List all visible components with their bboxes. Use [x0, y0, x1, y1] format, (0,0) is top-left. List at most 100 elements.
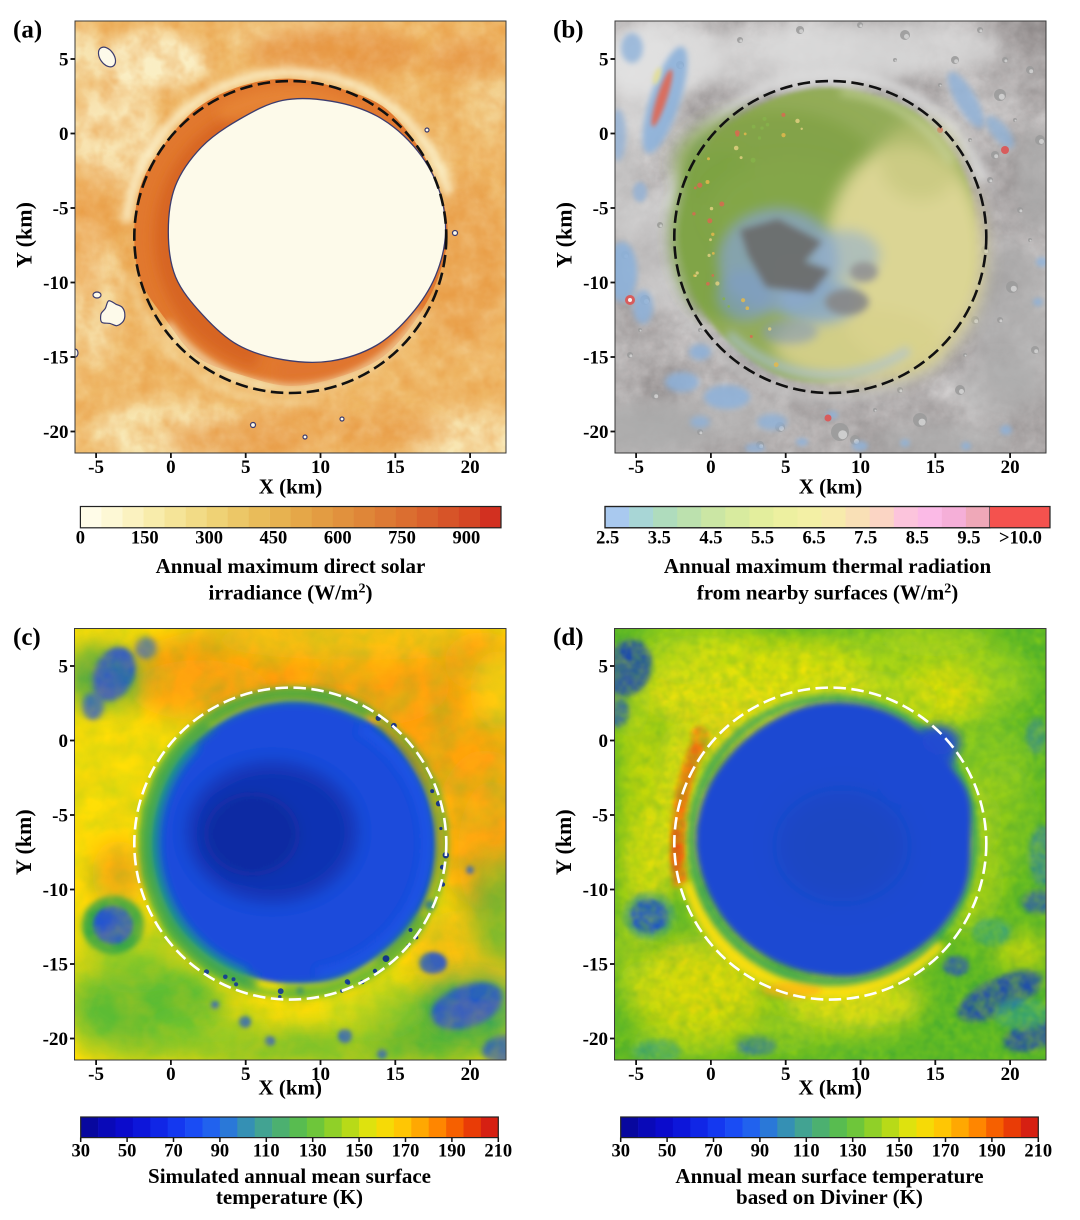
svg-text:Y (km): Y (km)	[11, 809, 36, 875]
svg-text:30: 30	[611, 1142, 630, 1162]
svg-text:X (km): X (km)	[798, 1076, 862, 1100]
svg-text:10: 10	[851, 1064, 870, 1085]
svg-text:-15: -15	[583, 348, 608, 369]
svg-text:900: 900	[453, 529, 481, 549]
svg-text:(d): (d)	[553, 624, 584, 651]
svg-text:170: 170	[392, 1142, 420, 1162]
svg-text:210: 210	[484, 1142, 512, 1162]
svg-text:150: 150	[345, 1142, 373, 1162]
svg-text:20: 20	[461, 457, 480, 478]
svg-text:-5: -5	[88, 1064, 104, 1085]
svg-text:0: 0	[166, 1064, 176, 1085]
svg-text:(a): (a)	[13, 17, 42, 44]
svg-text:5: 5	[241, 1064, 251, 1085]
svg-text:190: 190	[978, 1142, 1006, 1162]
svg-text:-20: -20	[583, 1029, 608, 1050]
svg-text:Y (km): Y (km)	[11, 202, 36, 268]
svg-text:0: 0	[706, 457, 716, 478]
svg-text:0: 0	[59, 731, 69, 752]
svg-text:9.5: 9.5	[957, 529, 980, 549]
svg-text:Y (km): Y (km)	[551, 202, 576, 268]
svg-text:5: 5	[599, 657, 609, 678]
svg-text:450: 450	[260, 529, 288, 549]
svg-text:0: 0	[706, 1064, 716, 1085]
svg-text:300: 300	[195, 529, 223, 549]
svg-text:3.5: 3.5	[648, 529, 671, 549]
svg-text:150: 150	[131, 529, 159, 549]
svg-text:-5: -5	[593, 199, 609, 220]
svg-text:Annual maximum direct solar: Annual maximum direct solar	[156, 554, 426, 578]
svg-text:90: 90	[211, 1142, 230, 1162]
svg-text:-5: -5	[88, 457, 104, 478]
svg-text:>10.0: >10.0	[999, 529, 1042, 549]
svg-text:70: 70	[164, 1142, 183, 1162]
svg-text:110: 110	[793, 1142, 820, 1162]
svg-text:0: 0	[599, 731, 609, 752]
svg-text:(b): (b)	[553, 17, 584, 44]
svg-text:-10: -10	[43, 273, 68, 294]
svg-text:-20: -20	[583, 422, 608, 443]
svg-text:-10: -10	[583, 880, 608, 901]
svg-text:-5: -5	[628, 457, 644, 478]
svg-text:15: 15	[386, 1064, 405, 1085]
svg-text:0: 0	[76, 529, 85, 549]
svg-text:20: 20	[1001, 457, 1020, 478]
svg-text:based on Diviner (K): based on Diviner (K)	[736, 1185, 923, 1209]
svg-text:5.5: 5.5	[751, 529, 774, 549]
svg-text:X (km): X (km)	[799, 475, 863, 499]
svg-text:50: 50	[658, 1142, 677, 1162]
svg-text:600: 600	[324, 529, 352, 549]
svg-text:-15: -15	[583, 955, 608, 976]
svg-text:from nearby surfaces (W/m2): from nearby surfaces (W/m2)	[697, 581, 958, 605]
svg-text:70: 70	[704, 1142, 723, 1162]
svg-text:Simulated annual mean surface: Simulated annual mean surface	[148, 1164, 431, 1188]
svg-text:Y (km): Y (km)	[551, 809, 576, 875]
svg-text:8.5: 8.5	[906, 529, 929, 549]
svg-text:10: 10	[311, 457, 330, 478]
svg-text:-20: -20	[43, 1029, 68, 1050]
svg-text:30: 30	[71, 1142, 90, 1162]
svg-text:5: 5	[241, 457, 251, 478]
svg-text:190: 190	[438, 1142, 466, 1162]
svg-text:4.5: 4.5	[699, 529, 722, 549]
svg-text:15: 15	[926, 1064, 945, 1085]
svg-text:5: 5	[781, 1064, 791, 1085]
svg-text:-20: -20	[43, 422, 68, 443]
svg-text:2.5: 2.5	[596, 529, 619, 549]
svg-text:7.5: 7.5	[854, 529, 877, 549]
svg-text:Annual maximum thermal radiati: Annual maximum thermal radiation	[664, 554, 992, 578]
svg-text:130: 130	[299, 1142, 327, 1162]
svg-text:90: 90	[751, 1142, 770, 1162]
svg-text:20: 20	[1001, 1064, 1020, 1085]
svg-text:15: 15	[386, 457, 405, 478]
svg-text:10: 10	[311, 1064, 330, 1085]
svg-text:750: 750	[388, 529, 416, 549]
svg-text:-15: -15	[43, 348, 68, 369]
svg-text:X (km): X (km)	[258, 1076, 322, 1100]
svg-text:-5: -5	[628, 1064, 644, 1085]
svg-text:0: 0	[599, 124, 609, 145]
svg-text:-5: -5	[53, 199, 69, 220]
svg-text:150: 150	[885, 1142, 913, 1162]
svg-text:5: 5	[59, 657, 69, 678]
svg-text:170: 170	[932, 1142, 960, 1162]
svg-text:-5: -5	[52, 806, 68, 827]
svg-text:10: 10	[851, 457, 870, 478]
svg-text:0: 0	[59, 124, 69, 145]
svg-text:temperature (K): temperature (K)	[216, 1185, 363, 1209]
svg-text:irradiance (W/m2): irradiance (W/m2)	[209, 581, 373, 605]
svg-text:50: 50	[118, 1142, 137, 1162]
svg-text:Annual mean surface temperatur: Annual mean surface temperature	[675, 1164, 983, 1188]
svg-text:5: 5	[781, 457, 791, 478]
svg-text:-15: -15	[43, 955, 68, 976]
svg-text:5: 5	[599, 50, 609, 71]
svg-text:5: 5	[59, 50, 69, 71]
svg-text:130: 130	[839, 1142, 867, 1162]
svg-text:-10: -10	[583, 273, 608, 294]
svg-text:-5: -5	[592, 806, 608, 827]
svg-text:6.5: 6.5	[803, 529, 826, 549]
svg-text:210: 210	[1024, 1142, 1052, 1162]
svg-text:20: 20	[461, 1064, 480, 1085]
svg-text:-10: -10	[43, 880, 68, 901]
svg-text:110: 110	[253, 1142, 280, 1162]
